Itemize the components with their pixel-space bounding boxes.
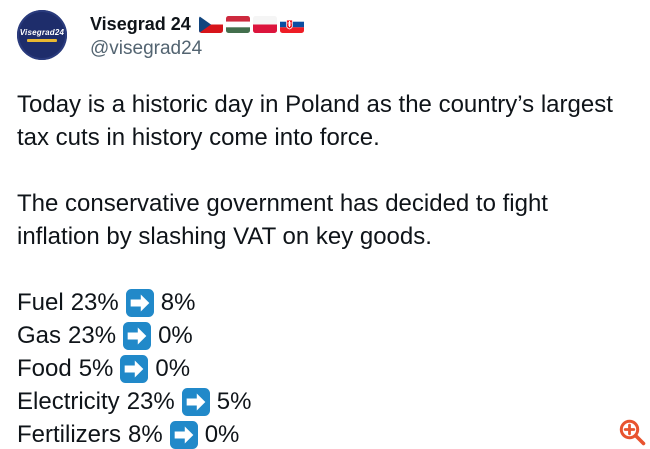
right-arrow-emoji-icon [169, 420, 198, 449]
vat-to: 8% [160, 289, 196, 316]
right-arrow-emoji-icon [125, 288, 154, 317]
vat-from: 23% [70, 289, 119, 316]
vat-item: Food [17, 355, 72, 382]
avatar-label: Visegrad24 [19, 28, 65, 37]
vat-change-row: Fuel 23% 8% [17, 286, 633, 319]
flag-poland-icon [252, 15, 277, 33]
vat-change-row: Fertilizers 8% 0% [17, 418, 633, 449]
vat-change-row: Food 5% 0% [17, 352, 633, 385]
right-arrow-emoji-icon [123, 321, 152, 350]
vat-item: Fertilizers [17, 421, 122, 448]
flag-czechia-icon [198, 15, 223, 33]
tweet-paragraph-2: The conservative government has decided … [17, 190, 548, 250]
vat-item: Electricity [17, 388, 120, 415]
vat-to: 0% [204, 421, 240, 448]
vat-change-row: Gas 23% 0% [17, 319, 633, 352]
flag-hungary-icon [225, 15, 250, 33]
account-handle[interactable]: @visegrad24 [90, 38, 203, 59]
display-name[interactable]: Visegrad 24 [90, 14, 191, 34]
flag-emoji-group [198, 15, 304, 33]
tweet-paragraph-1: Today is a historic day in Poland as the… [17, 91, 613, 151]
vat-from: 8% [128, 421, 163, 448]
vat-from: 23% [68, 322, 117, 349]
vat-from: 5% [78, 355, 114, 382]
account-id-block: Visegrad 24 [90, 10, 304, 61]
avatar[interactable]: Visegrad24 [17, 10, 67, 60]
flag-slovakia-icon [279, 15, 304, 33]
vat-from: 23% [126, 388, 175, 415]
tweet-header: Visegrad24 Visegrad 24 [0, 0, 650, 61]
vat-change-list: Fuel 23% 8% Gas 23% 0% Food 5% 0% Electr… [17, 286, 633, 449]
right-arrow-emoji-icon [181, 387, 210, 416]
vat-change-row: Electricity 23% 5% [17, 385, 633, 418]
vat-to: 5% [216, 388, 252, 415]
vat-to: 0% [158, 322, 193, 349]
vat-item: Fuel [17, 289, 64, 316]
vat-item: Gas [17, 322, 62, 349]
right-arrow-emoji-icon [120, 354, 149, 383]
tweet-body: Today is a historic day in Poland as the… [0, 88, 650, 449]
zoom-in-icon[interactable] [617, 417, 647, 447]
avatar-underline [27, 39, 57, 42]
vat-to: 0% [155, 355, 191, 382]
